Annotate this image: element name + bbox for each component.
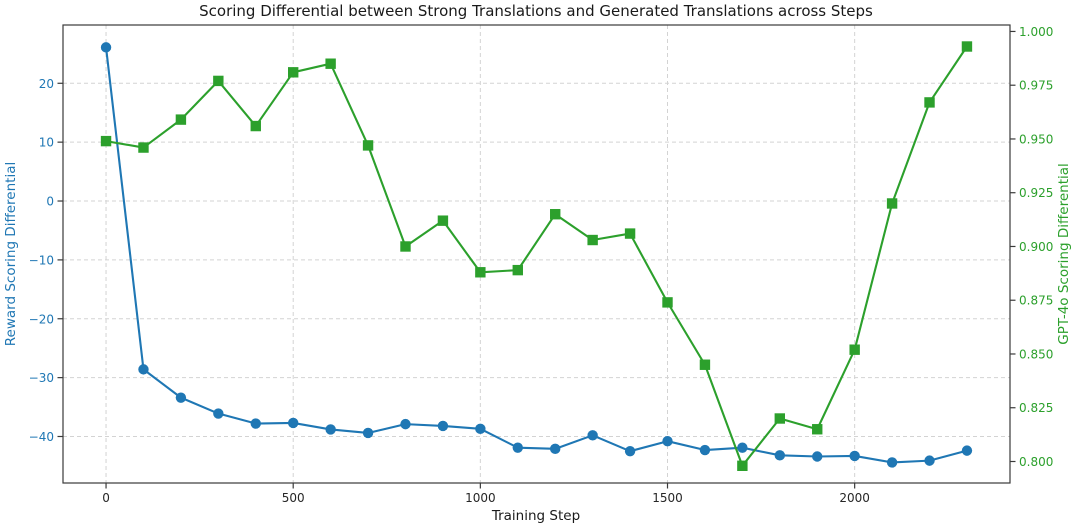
right-tick-label: 0.875 (1019, 294, 1053, 308)
data-point-square (213, 75, 224, 87)
series-gpt4o (100, 41, 973, 471)
x-tick-label: 500 (282, 491, 305, 505)
left-tick-label: −30 (29, 371, 54, 385)
data-point-circle (587, 430, 598, 441)
data-point-circle (662, 436, 673, 447)
series-line (104, 46, 969, 464)
data-point-circle (849, 450, 860, 462)
left-tick-label: −40 (29, 430, 54, 444)
data-point-circle (287, 417, 299, 429)
series-reward (100, 42, 973, 468)
data-point-square (924, 97, 935, 108)
data-point-square (138, 142, 149, 153)
chart-render: 0 500 1000 1500 2000 20 10 0 −10 −20 −30 −40 1.000 0.… (29, 24, 1053, 505)
data-point-square (512, 264, 523, 276)
x-tick-label: 1000 (465, 491, 496, 505)
right-tick-label: 0.900 (1019, 240, 1053, 254)
data-point-circle (100, 42, 112, 53)
data-point-square (961, 41, 973, 52)
right-tick-label: 0.825 (1019, 401, 1053, 415)
left-axis-ticks: 20 10 0 −10 −20 −30 −40 (29, 77, 63, 444)
data-point-square (886, 198, 898, 209)
right-tick-label: 0.925 (1019, 186, 1053, 200)
data-point-circle (325, 424, 336, 435)
data-point-circle (961, 445, 973, 456)
data-point-square (287, 67, 299, 78)
x-axis-label: Training Step (491, 508, 580, 524)
data-point-circle (250, 418, 261, 429)
data-point-circle (699, 444, 711, 456)
right-tick-label: 0.950 (1019, 132, 1053, 146)
data-point-square (849, 344, 860, 355)
left-tick-label: 10 (39, 136, 54, 150)
data-point-square (812, 424, 823, 435)
right-axis-ticks: 1.000 0.975 0.950 0.925 0.900 0.875 0.850 0.825… (1010, 25, 1053, 469)
data-point-square (624, 228, 636, 239)
data-point-square (250, 120, 261, 132)
chart-title: Scoring Differential between Strong Tran… (199, 2, 873, 20)
data-point-square (325, 58, 336, 69)
x-axis-ticks: 0 500 1000 1500 2000 (102, 483, 870, 505)
data-point-square (699, 359, 711, 370)
right-tick-label: 0.975 (1019, 79, 1053, 93)
right-tick-label: 0.850 (1019, 347, 1053, 361)
x-tick-label: 1500 (652, 491, 683, 505)
data-point-square (774, 413, 786, 424)
data-point-circle (737, 442, 748, 453)
data-point-circle (362, 427, 374, 439)
data-point-circle (512, 442, 523, 453)
data-point-square (737, 460, 748, 471)
right-tick-label: 1.000 (1019, 25, 1053, 39)
data-point-circle (400, 418, 411, 430)
left-tick-label: −10 (29, 253, 54, 267)
data-point-square (100, 135, 112, 147)
data-point-circle (475, 423, 486, 435)
series-line (104, 45, 969, 467)
data-point-circle (886, 457, 898, 468)
data-point-square (662, 297, 673, 308)
left-tick-label: 20 (39, 77, 54, 91)
data-point-circle (175, 392, 187, 403)
x-tick-label: 2000 (839, 491, 870, 505)
data-point-square (475, 267, 486, 278)
left-tick-label: 0 (46, 195, 54, 209)
data-point-circle (213, 408, 224, 419)
data-point-square (437, 215, 449, 226)
plot-border (62, 24, 1011, 484)
data-point-circle (924, 455, 935, 466)
right-axis-label: GPT-4o Scoring Differential (1056, 163, 1072, 345)
data-point-square (400, 241, 411, 252)
data-point-square (175, 114, 187, 125)
data-point-square (362, 140, 374, 151)
data-point-circle (138, 364, 149, 375)
data-point-square (587, 234, 598, 246)
data-point-circle (550, 443, 561, 455)
data-point-square (550, 209, 561, 220)
data-point-circle (624, 446, 636, 457)
data-point-circle (774, 450, 786, 461)
left-tick-label: −20 (29, 312, 54, 326)
data-point-circle (437, 420, 449, 432)
left-axis-label: Reward Scoring Differential (3, 162, 19, 346)
right-tick-label: 0.800 (1019, 455, 1053, 469)
x-tick-label: 0 (102, 491, 110, 505)
data-point-circle (812, 451, 823, 462)
